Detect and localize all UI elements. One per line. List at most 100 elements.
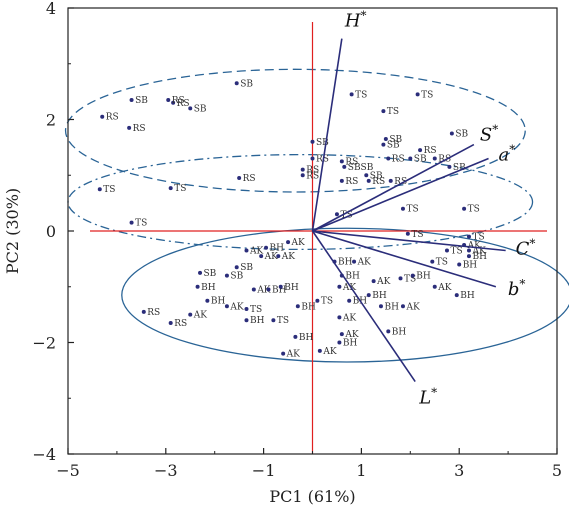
data-point: SB [383,135,403,145]
point-marker [237,176,242,181]
point-marker [466,248,471,253]
data-point: AK [371,277,391,287]
point-marker [432,284,437,289]
point-marker [339,332,344,337]
point-label: AK [229,302,243,312]
point-label: AK [342,313,356,323]
point-marker [188,106,193,111]
data-point: AK [259,252,278,262]
point-marker [141,309,146,314]
point-label: SB [414,155,427,165]
point-marker [339,178,344,183]
point-marker [418,148,423,153]
point-label: SB [453,163,466,173]
point-label: RS [372,177,385,187]
vector-label: S* [480,123,498,146]
point-marker [447,164,452,169]
data-point: BH [347,297,367,307]
point-label: SBSB [348,163,374,173]
point-marker [381,109,386,114]
data-point: SB [310,138,329,148]
point-marker [188,312,193,317]
x-tick-label: −1 [252,461,276,480]
data-point: SB [129,96,148,106]
point-label: AK [405,302,419,312]
data-point: AK [251,286,271,296]
point-label: RS [345,177,358,187]
point-marker [198,270,203,275]
data-point: AK [188,311,207,321]
vector-line [312,143,475,232]
x-tick-label: 5 [552,461,562,480]
data-point: RS [300,166,319,176]
data-point: AK [224,302,244,312]
data-point: TS [271,316,289,326]
axis-ticks: −5 −3 −1 1 3 5 −4 −2 0 2 4 [32,0,562,480]
point-label: TS [135,219,147,229]
point-marker [244,318,249,323]
vector-L: L* [311,230,437,409]
point-marker [466,254,471,259]
x-tick-label: −3 [154,461,178,480]
point-label: AK [281,252,295,262]
point-marker [337,284,342,289]
vector-C: C* [312,230,535,260]
data-point: TS [405,230,424,240]
point-label: BH [338,258,353,268]
data-point: RS [418,146,437,156]
data-point: SB [364,171,383,181]
data-point: AK [337,313,356,323]
point-marker [166,97,171,102]
point-marker [224,304,229,309]
point-marker [244,248,249,253]
data-point: BH [466,252,487,262]
data-point: RS [166,96,185,106]
data-point: RS [339,177,358,187]
point-label: BH [270,244,285,254]
y-tick-label: 2 [46,111,56,130]
data-point: RS [366,177,385,187]
point-label: AK [286,350,300,360]
point-label: AK [344,330,358,340]
data-point: TS [129,219,147,229]
point-label: BH [211,297,226,307]
y-tick-label: −4 [32,445,56,464]
point-marker [337,340,342,345]
point-marker [349,92,354,97]
group-ellipse-1 [64,68,526,193]
y-axis-label: PC2 (30%) [3,188,22,274]
data-point: RS [168,319,187,329]
data-point: TS [415,90,433,100]
data-point: BH [337,339,358,349]
vector-line [312,230,497,288]
data-point: SB [408,155,427,165]
point-label: RS [392,155,405,165]
point-label: RS [147,308,160,318]
point-label: TS [250,305,262,315]
data-point: TS [334,210,353,220]
point-marker [129,220,134,225]
point-label: RS [133,124,146,134]
data-point: TS [430,258,448,268]
point-label: TS [321,297,333,307]
point-marker [364,173,369,178]
x-tick-label: 3 [454,461,464,480]
y-tick-label: 0 [46,222,56,241]
vector-line [312,157,489,232]
vector-label: L* [418,386,437,409]
data-point: RS [141,308,160,318]
point-marker [366,293,371,298]
point-label: TS [387,107,399,117]
point-label: BH [460,291,475,301]
point-label: SB [389,135,402,145]
point-marker [129,97,134,102]
point-label: SB [370,171,383,181]
data-point: AK [317,347,337,357]
data-point: RS [310,155,329,165]
point-label: TS [468,205,480,215]
point-marker [310,156,315,161]
point-marker [234,265,239,270]
point-marker [310,139,315,144]
data-point: RS [300,171,319,181]
data-point: TS [400,205,419,215]
